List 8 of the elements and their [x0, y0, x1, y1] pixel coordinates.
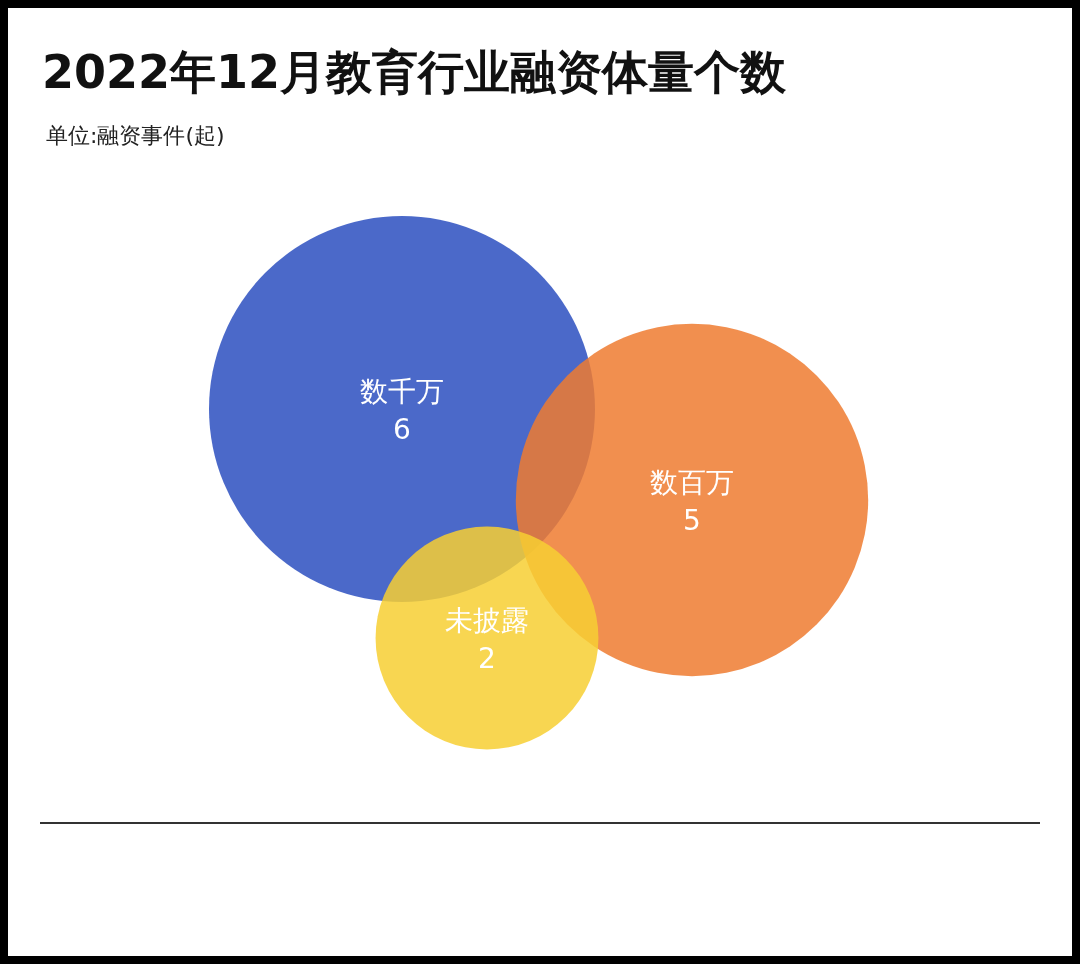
data-label: 2 [478, 642, 496, 675]
data-label: 6 [393, 413, 411, 446]
category-label: 数百万 [650, 466, 734, 499]
category-label: 数千万 [360, 375, 444, 408]
category-label: 未披露 [445, 604, 529, 637]
text: 单位:融资事件(起) [46, 123, 225, 148]
data-label: 5 [683, 504, 701, 537]
text: 2022年12月教育行业融资体量个数 [42, 45, 788, 99]
